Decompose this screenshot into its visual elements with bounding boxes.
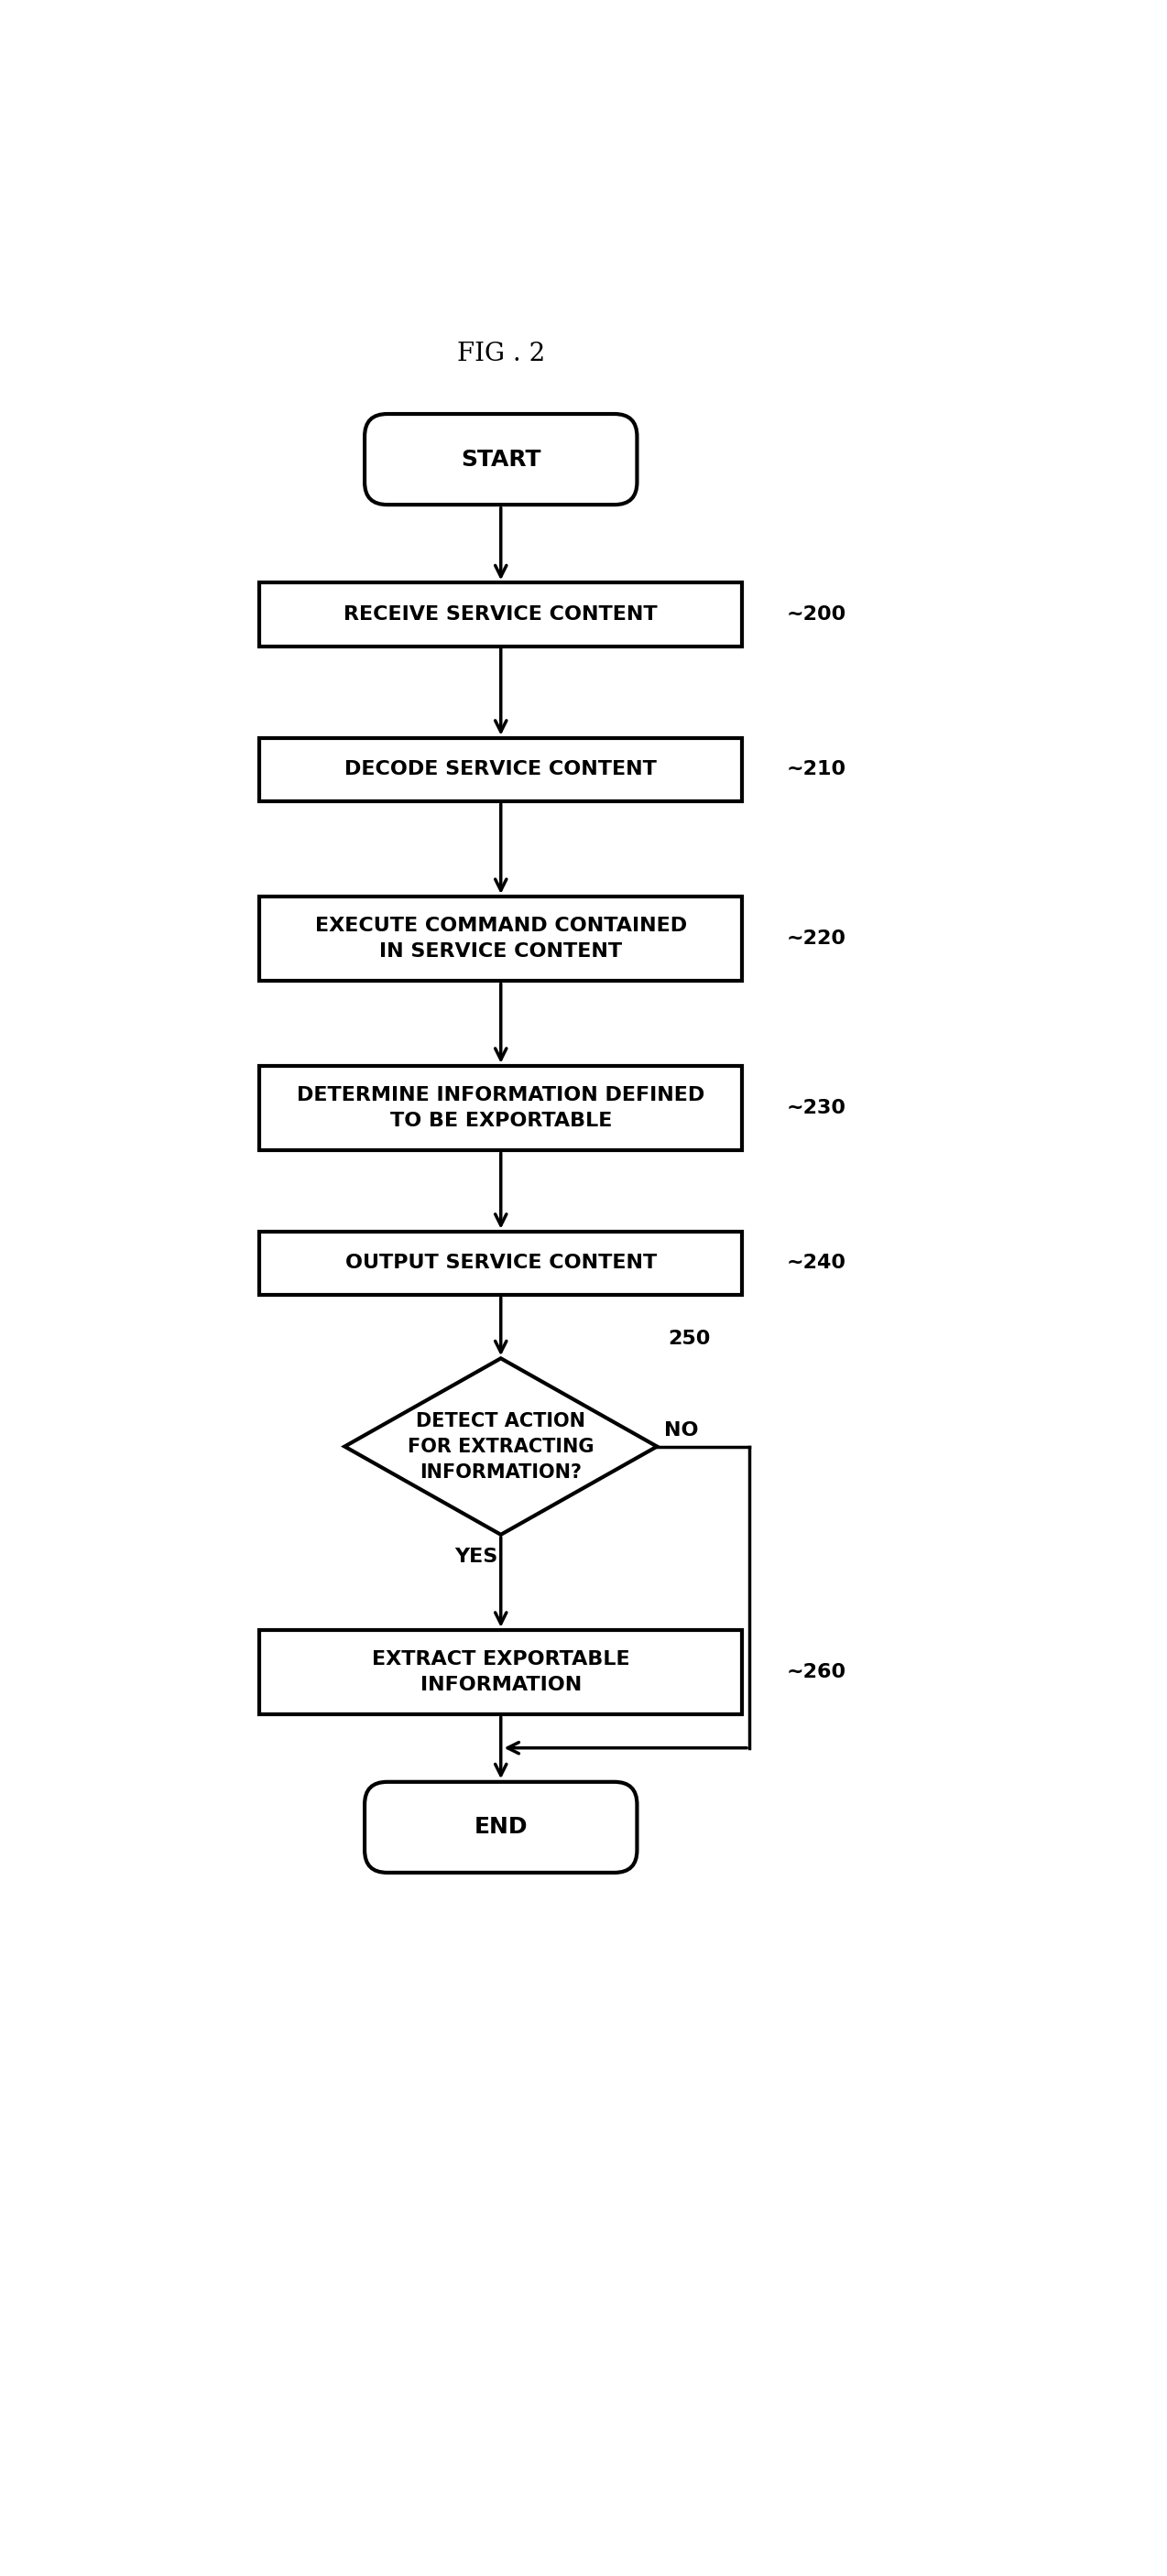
Bar [259, 1631, 742, 1716]
Bar [259, 896, 742, 981]
Bar [259, 582, 742, 647]
Text: DETECT ACTION
FOR EXTRACTING
INFORMATION?: DETECT ACTION FOR EXTRACTING INFORMATION… [407, 1412, 594, 1481]
FancyBboxPatch shape [364, 1783, 637, 1873]
Text: ~200: ~200 [787, 605, 846, 623]
Text: 250: 250 [668, 1329, 711, 1347]
Bar [259, 737, 742, 801]
Text: RECEIVE SERVICE CONTENT: RECEIVE SERVICE CONTENT [344, 605, 658, 623]
Text: END: END [474, 1816, 527, 1839]
Polygon shape [344, 1358, 657, 1535]
Text: START: START [461, 448, 541, 471]
Text: ~260: ~260 [787, 1664, 846, 1682]
Text: ~240: ~240 [787, 1255, 846, 1273]
Text: YES: YES [454, 1548, 497, 1566]
Text: ~230: ~230 [787, 1100, 846, 1118]
Bar [259, 1066, 742, 1151]
Text: EXTRACT EXPORTABLE
INFORMATION: EXTRACT EXPORTABLE INFORMATION [372, 1651, 630, 1695]
Text: ~210: ~210 [787, 760, 846, 778]
Text: DECODE SERVICE CONTENT: DECODE SERVICE CONTENT [344, 760, 657, 778]
Text: FIG . 2: FIG . 2 [456, 340, 545, 366]
Bar [259, 1231, 742, 1296]
FancyBboxPatch shape [364, 415, 637, 505]
Text: EXECUTE COMMAND CONTAINED
IN SERVICE CONTENT: EXECUTE COMMAND CONTAINED IN SERVICE CON… [315, 917, 687, 961]
Text: DETERMINE INFORMATION DEFINED
TO BE EXPORTABLE: DETERMINE INFORMATION DEFINED TO BE EXPO… [296, 1087, 705, 1131]
Text: NO: NO [664, 1422, 699, 1440]
Text: ~220: ~220 [787, 930, 846, 948]
Text: OUTPUT SERVICE CONTENT: OUTPUT SERVICE CONTENT [345, 1255, 657, 1273]
